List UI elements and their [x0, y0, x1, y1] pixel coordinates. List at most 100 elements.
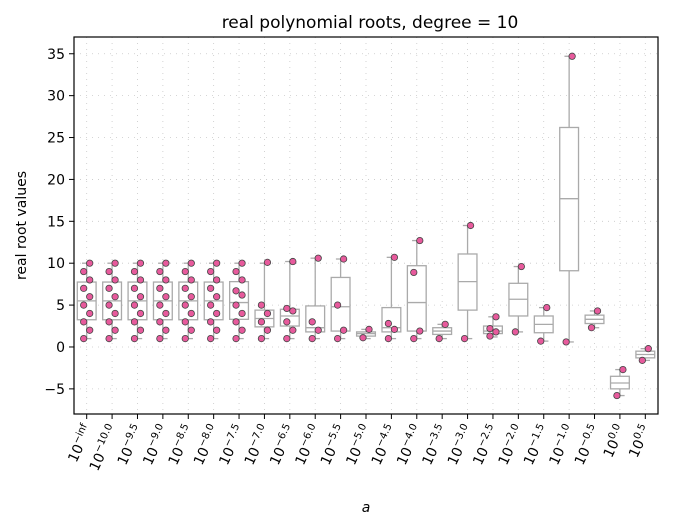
- y-tick-label: 5: [56, 298, 65, 314]
- x-axis-label: a: [362, 500, 371, 516]
- data-point: [384, 319, 392, 328]
- data-point: [111, 326, 119, 334]
- data-point: [257, 318, 266, 326]
- data-point: [156, 318, 164, 326]
- y-tick-label: 10: [47, 256, 65, 272]
- data-point: [181, 334, 189, 343]
- data-point: [213, 293, 221, 301]
- data-point: [162, 276, 170, 284]
- data-point: [238, 309, 246, 318]
- data-point: [136, 326, 145, 334]
- data-point: [593, 307, 602, 315]
- data-point: [289, 257, 297, 266]
- data-point: [130, 267, 139, 276]
- data-point: [162, 293, 170, 301]
- data-point: [486, 324, 494, 333]
- point-series: [80, 52, 652, 400]
- box-19: [559, 55, 580, 343]
- data-point: [238, 259, 246, 267]
- data-point: [105, 301, 113, 309]
- data-point: [111, 293, 119, 301]
- y-axis-ticks: −5 0 5 10 15 20 25 30 35: [44, 47, 74, 398]
- data-point: [187, 293, 195, 301]
- data-point: [511, 328, 519, 336]
- box-21: [609, 368, 630, 397]
- x-tick-label: 10−0.5: [570, 422, 604, 468]
- data-point: [130, 301, 139, 309]
- data-point: [130, 284, 139, 292]
- y-tick-label: 35: [47, 47, 65, 63]
- data-point: [283, 318, 291, 326]
- data-point: [181, 301, 189, 309]
- x-tick-label: 100.5: [624, 422, 655, 460]
- data-point: [187, 309, 195, 318]
- chart-title: real polynomial roots, degree = 10: [222, 13, 519, 33]
- data-point: [638, 356, 646, 364]
- y-tick-label: −5: [44, 382, 65, 398]
- data-point: [314, 254, 322, 262]
- box-12: [381, 256, 402, 340]
- y-tick-label: 30: [47, 89, 65, 105]
- data-point: [334, 301, 342, 309]
- data-point: [187, 276, 195, 284]
- box-9: [305, 257, 326, 340]
- data-point: [136, 309, 145, 318]
- data-point: [517, 262, 525, 271]
- data-point: [562, 338, 570, 346]
- data-point: [460, 334, 469, 343]
- box-14: [432, 323, 453, 340]
- data-point: [105, 267, 113, 276]
- data-point: [416, 236, 424, 245]
- data-point: [130, 318, 139, 326]
- data-point: [181, 284, 189, 292]
- data-point: [359, 334, 367, 342]
- data-point: [537, 337, 545, 345]
- box-17: [508, 265, 529, 333]
- data-point: [105, 318, 113, 326]
- data-point: [390, 325, 398, 333]
- data-point: [162, 309, 170, 318]
- data-point: [162, 259, 170, 267]
- data-point: [213, 259, 221, 267]
- data-point: [283, 334, 291, 343]
- data-point: [181, 267, 189, 276]
- data-point: [156, 301, 164, 309]
- data-point: [238, 291, 246, 299]
- data-point: [232, 334, 240, 343]
- data-point: [644, 345, 652, 353]
- box-7: [254, 262, 275, 340]
- data-point: [207, 318, 215, 326]
- data-point: [80, 318, 88, 326]
- box-iqr: [406, 265, 427, 332]
- box-18: [533, 306, 554, 342]
- data-point: [187, 259, 195, 267]
- data-point: [156, 284, 164, 292]
- x-tick-label: 10−10.0: [85, 422, 122, 474]
- data-point: [390, 253, 398, 261]
- data-point: [156, 334, 164, 343]
- data-point: [289, 326, 297, 334]
- data-point: [105, 284, 113, 292]
- data-point: [232, 301, 240, 309]
- data-point: [492, 313, 500, 321]
- y-tick-label: 0: [56, 340, 65, 356]
- y-axis-label: real root values: [14, 171, 30, 280]
- data-point: [238, 276, 246, 284]
- data-point: [130, 334, 139, 343]
- data-point: [86, 259, 94, 267]
- x-tick-label: 100.0: [599, 422, 630, 460]
- data-point: [340, 255, 348, 263]
- data-point: [613, 391, 621, 400]
- data-point: [410, 268, 418, 277]
- data-point: [111, 309, 119, 318]
- data-point: [441, 320, 449, 328]
- box-0: [76, 262, 97, 340]
- data-point: [238, 326, 246, 334]
- data-point: [486, 332, 494, 340]
- data-point: [466, 221, 475, 230]
- data-point: [80, 334, 88, 343]
- box-2: [127, 262, 148, 340]
- data-point: [263, 309, 272, 318]
- box-20: [584, 310, 605, 329]
